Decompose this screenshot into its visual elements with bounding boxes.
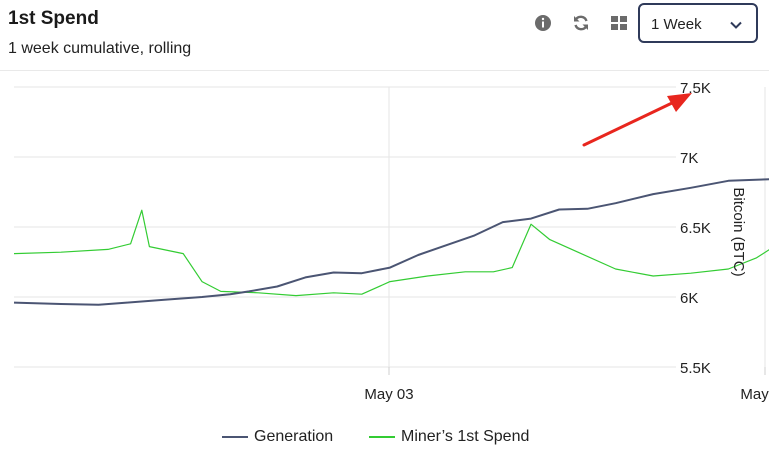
series-line-generation xyxy=(13,178,769,306)
refresh-icon[interactable] xyxy=(571,13,591,33)
annotation-arrow-shaft xyxy=(582,101,674,147)
y-tick-label: 7K xyxy=(680,150,698,167)
grid-icon[interactable] xyxy=(609,13,629,33)
y-tick-label: 5.5K xyxy=(680,360,711,377)
legend-item-generation[interactable]: Generation xyxy=(222,428,333,446)
legend-swatch-generation xyxy=(222,436,248,438)
legend-label-miners-first-spend: Miner’s 1st Spend xyxy=(401,428,530,445)
y-tick-label: 7.5K xyxy=(680,80,711,97)
y-tick-label: 6.5K xyxy=(680,220,711,237)
range-select[interactable]: 1 Week xyxy=(638,3,758,43)
legend-swatch-miners-first-spend xyxy=(369,436,395,438)
y-axis-label: Bitcoin (BTC) xyxy=(730,187,747,276)
chart-subtitle: 1 week cumulative, rolling xyxy=(8,40,192,57)
legend-label-generation: Generation xyxy=(254,428,334,445)
header-divider xyxy=(0,70,769,71)
info-icon[interactable] xyxy=(533,13,553,33)
x-tick-label: May 03 xyxy=(364,386,413,403)
legend-item-miners-first-spend[interactable]: Miner’s 1st Spend xyxy=(369,428,529,446)
y-tick-label: 6K xyxy=(680,290,698,307)
annotation-arrow-head xyxy=(667,93,692,112)
chevron-down-icon xyxy=(730,18,742,30)
chart-title: 1st Spend xyxy=(8,8,99,29)
series-line-miners-first-spend xyxy=(13,209,769,297)
range-select-value: 1 Week xyxy=(651,16,702,33)
x-tick-label: May 05 xyxy=(740,386,769,403)
